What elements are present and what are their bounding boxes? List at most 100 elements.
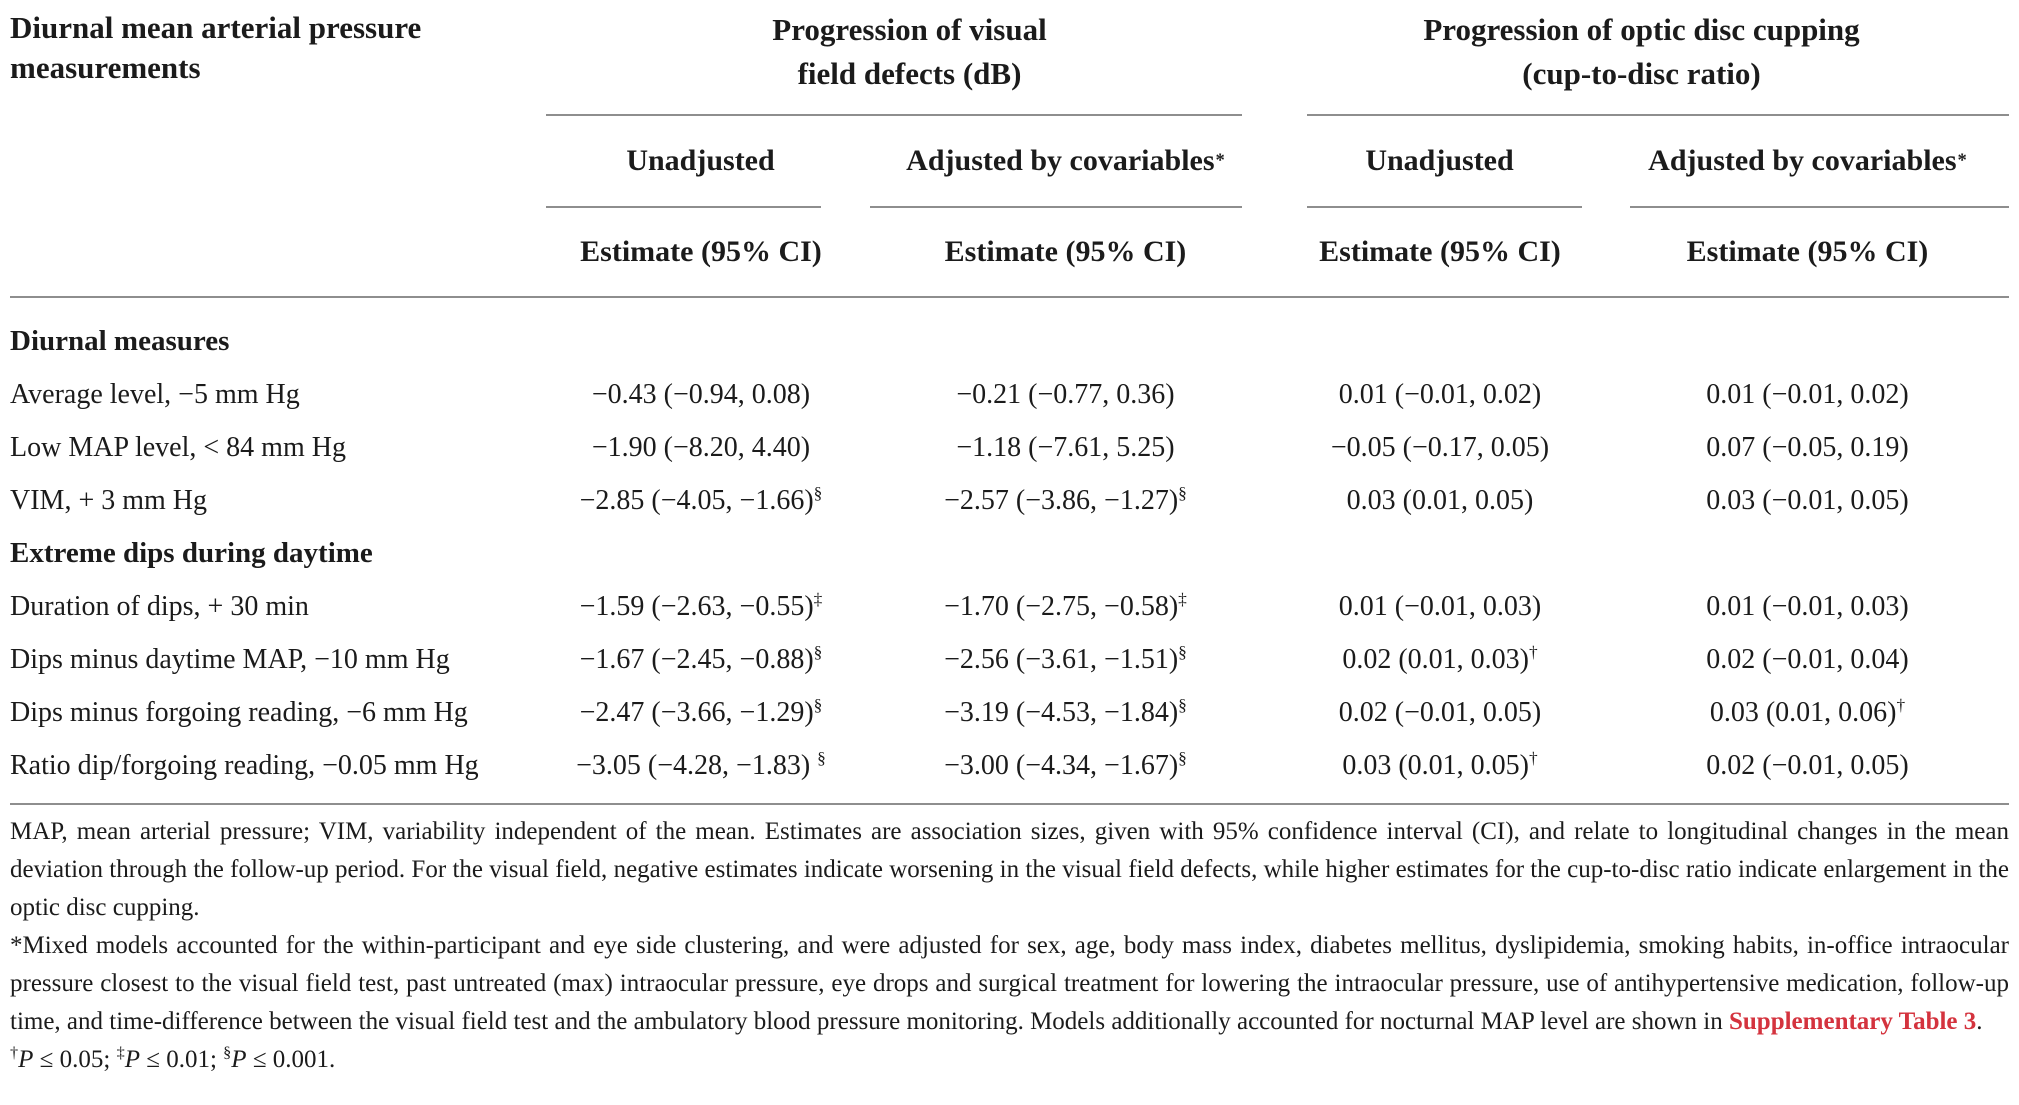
footnote-significance: †P ≤ 0.05; ‡P ≤ 0.01; §P ≤ 0.001.: [10, 1041, 2009, 1079]
estimate-cell: 0.02 (−0.01, 0.04): [1606, 644, 2009, 676]
estimate-cell: −1.59 (−2.63, −0.55)‡: [545, 590, 857, 623]
group-underline: [1307, 114, 2009, 116]
group-title-line2: field defects (dB): [797, 56, 1022, 92]
row-label: Low MAP level, < 84 mm Hg: [10, 431, 346, 463]
estimate-cell: 0.01 (−0.01, 0.02): [1274, 379, 1606, 411]
subheaders-visual-field: Unadjusted Estimate (95% CI) Adjusted by…: [545, 116, 1274, 296]
significance-marker: §: [813, 642, 823, 662]
table-body: Diurnal measures Average level, −5 mm Hg…: [10, 298, 2009, 803]
estimate-value: 0.01 (−0.01, 0.02): [1706, 378, 1909, 410]
column-group-visual-field: Progression of visual field defects (dB)…: [545, 4, 1274, 296]
estimate-cell: −1.67 (−2.45, −0.88)§: [545, 642, 857, 676]
significance-marker: §: [813, 483, 823, 503]
estimate-header: Estimate (95% CI): [1686, 235, 1929, 268]
estimate-value: 0.03 (−0.01, 0.05): [1706, 484, 1909, 516]
estimate-value: −2.85 (−4.05, −1.66): [579, 484, 814, 516]
estimate-cell: 0.03 (0.01, 0.06)†: [1606, 696, 2009, 729]
sig-threshold: ≤ 0.01;: [139, 1046, 224, 1073]
table-row: Dips minus forgoing reading, −6 mm Hg −2…: [10, 686, 2009, 739]
estimate-value: −0.05 (−0.17, 0.05): [1330, 431, 1550, 463]
estimate-cell: −0.21 (−0.77, 0.36): [857, 379, 1274, 411]
subheader-text: Adjusted by covariables: [1648, 144, 1957, 177]
subheaders-cupping: Unadjusted Estimate (95% CI) Adjusted by…: [1274, 116, 2009, 296]
p-symbol: P: [124, 1046, 140, 1073]
significance-marker: §: [1178, 695, 1187, 715]
estimate-header: Estimate (95% CI): [1319, 235, 1561, 268]
estimate-cell: −2.47 (−3.66, −1.29)§: [545, 695, 857, 729]
subheader-text: Unadjusted: [1365, 144, 1514, 177]
p-symbol: P: [231, 1046, 247, 1073]
estimate-cell: −2.85 (−4.05, −1.66)§: [545, 483, 857, 517]
significance-marker: §: [817, 748, 826, 768]
footnote-models-period: .: [1976, 1008, 1983, 1035]
table-row: Duration of dips, + 30 min −1.59 (−2.63,…: [10, 580, 2009, 633]
estimate-cell: 0.03 (0.01, 0.05)†: [1274, 748, 1606, 782]
table-row: VIM, + 3 mm Hg −2.85 (−4.05, −1.66)§ −2.…: [10, 474, 2009, 527]
estimate-value: −0.43 (−0.94, 0.08): [591, 378, 811, 410]
double-dagger-marker: ‡: [116, 1043, 125, 1062]
estimate-value: −2.47 (−3.66, −1.29): [579, 696, 814, 728]
estimate-value: 0.03 (0.01, 0.05): [1342, 749, 1529, 781]
table-row: Dips minus daytime MAP, −10 mm Hg −1.67 …: [10, 633, 2009, 686]
estimate-cell: 0.01 (−0.01, 0.02): [1606, 379, 2009, 411]
subheader-unadjusted-vf: Unadjusted Estimate (95% CI): [545, 116, 857, 296]
table-footnotes: MAP, mean arterial pressure; VIM, variab…: [10, 805, 2009, 1079]
estimate-value: 0.02 (0.01, 0.03): [1342, 643, 1529, 675]
body-footnote-divider: [10, 803, 2009, 805]
section-row: Diurnal measures: [10, 315, 2009, 368]
significance-marker: §: [1178, 483, 1187, 503]
section-marker: §: [223, 1043, 232, 1062]
section-label: Diurnal measures: [10, 325, 230, 357]
significance-marker: §: [1178, 748, 1187, 768]
estimate-header: Estimate (95% CI): [580, 235, 822, 268]
row-label: VIM, + 3 mm Hg: [10, 484, 208, 516]
estimate-cell: −1.18 (−7.61, 5.25): [857, 432, 1274, 464]
table-row: Ratio dip/forgoing reading, −0.05 mm Hg …: [10, 739, 2009, 792]
estimate-value: 0.03 (0.01, 0.06): [1709, 696, 1897, 728]
estimate-cell: 0.01 (−0.01, 0.03): [1606, 591, 2009, 623]
estimate-value: 0.02 (−0.01, 0.04): [1706, 643, 1909, 675]
subheader-adjusted-cup: Adjusted by covariables * Estimate (95% C…: [1606, 116, 2009, 296]
significance-marker: †: [1528, 748, 1538, 768]
significance-marker: ‡: [1178, 589, 1187, 609]
subheader-label: Adjusted by covariables *: [906, 144, 1225, 177]
subheader-text: Adjusted by covariables: [906, 144, 1215, 177]
group-title-cupping: Progression of optic disc cupping (cup-t…: [1274, 4, 2009, 114]
estimate-value: 0.01 (−0.01, 0.03): [1706, 590, 1909, 622]
significance-marker: †: [1528, 642, 1538, 662]
sig-threshold: ≤ 0.001.: [246, 1046, 336, 1073]
row-label: Dips minus daytime MAP, −10 mm Hg: [10, 643, 450, 675]
section-label: Extreme dips during daytime: [10, 537, 373, 569]
estimate-cell: −2.57 (−3.86, −1.27)§: [857, 483, 1274, 517]
table-header: Diurnal mean arterial pressure measureme…: [10, 4, 2009, 296]
row-label: Ratio dip/forgoing reading, −0.05 mm Hg: [10, 749, 479, 781]
estimate-cell: −3.00 (−4.34, −1.67)§: [857, 748, 1274, 782]
subheader-underline: [1630, 206, 2009, 208]
header-body-divider: [10, 296, 2009, 298]
estimate-cell: −1.90 (−8.20, 4.40): [545, 432, 857, 464]
subheader-adjusted-vf: Adjusted by covariables * Estimate (95% C…: [857, 116, 1274, 296]
estimate-header: Estimate (95% CI): [944, 235, 1187, 268]
estimate-cell: 0.02 (0.01, 0.03)†: [1274, 642, 1606, 676]
p-symbol: P: [18, 1046, 34, 1073]
table-row: Average level, −5 mm Hg −0.43 (−0.94, 0.…: [10, 368, 2009, 421]
estimate-value: −1.59 (−2.63, −0.55): [579, 590, 814, 622]
supplementary-table-3-link[interactable]: Supplementary Table 3: [1728, 1008, 1977, 1035]
subheader-text: Unadjusted: [626, 144, 775, 177]
significance-marker: §: [813, 695, 823, 715]
estimate-cell: 0.03 (0.01, 0.05): [1274, 485, 1606, 517]
estimate-cell: −2.56 (−3.61, −1.51)§: [857, 643, 1274, 676]
estimate-cell: −0.05 (−0.17, 0.05): [1274, 432, 1606, 464]
subheader-underline: [870, 206, 1242, 208]
estimate-value: −1.18 (−7.61, 5.25): [956, 431, 1175, 463]
subheader-underline: [546, 206, 821, 208]
sig-threshold: ≤ 0.05;: [33, 1046, 117, 1073]
row-label: Average level, −5 mm Hg: [10, 378, 300, 410]
estimate-value: 0.03 (0.01, 0.05): [1346, 484, 1534, 516]
estimate-cell: 0.07 (−0.05, 0.19): [1606, 432, 2009, 464]
estimate-cell: 0.03 (−0.01, 0.05): [1606, 485, 2009, 517]
row-label: Dips minus forgoing reading, −6 mm Hg: [10, 696, 468, 728]
subheader-label: Unadjusted: [545, 116, 857, 206]
group-title-line1: Progression of visual: [772, 12, 1047, 47]
estimate-value: 0.01 (−0.01, 0.02): [1338, 378, 1542, 410]
